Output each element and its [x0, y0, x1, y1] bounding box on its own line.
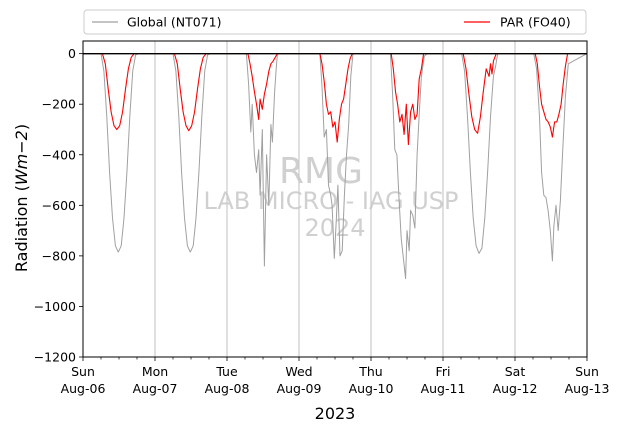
x-tick-day: Sun	[71, 364, 95, 379]
y-tick-label: 0	[68, 46, 76, 61]
y-tick-label: −1200	[34, 350, 76, 365]
x-grid	[154, 41, 516, 357]
x-tick-date: Aug-06	[61, 381, 106, 396]
x-tick-date: Aug-12	[493, 381, 538, 396]
x-tick-day: Sun	[575, 364, 599, 379]
y-tick-label: −800	[42, 248, 76, 263]
y-tick-label: −1000	[34, 299, 76, 314]
legend-label-par: PAR (FO40)	[500, 15, 571, 30]
x-tick-day: Fri	[436, 364, 451, 379]
y-tick-label: −200	[42, 97, 76, 112]
x-tick-date: Aug-09	[277, 381, 322, 396]
x-axis-title: 2023	[315, 404, 356, 423]
x-tick-day: Mon	[142, 364, 168, 379]
x-tick-day: Tue	[215, 364, 238, 379]
y-axis-title: Radiation (Wm−2)	[12, 124, 31, 272]
series-group	[83, 53, 588, 280]
x-tick-date: Aug-13	[565, 381, 610, 396]
legend-frame	[83, 9, 587, 35]
legend: Global (NT071) PAR (FO40)	[83, 9, 587, 35]
legend-label-global: Global (NT071)	[127, 15, 221, 30]
x-tick-date: Aug-07	[133, 381, 178, 396]
x-tick-day: Thu	[358, 364, 382, 379]
series-line-global	[83, 53, 588, 280]
x-tick-day: Sat	[505, 364, 526, 379]
watermark-line1: RMG	[279, 151, 363, 192]
y-tick-label: −600	[42, 198, 76, 213]
series-line-par	[83, 53, 587, 146]
x-tick-day: Wed	[285, 364, 312, 379]
y-axis: 0 −200 −400 −600 −800 −1000 −1200	[34, 46, 83, 365]
x-tick-date: Aug-10	[349, 381, 394, 396]
x-tick-date: Aug-08	[205, 381, 250, 396]
x-axis: Sun Aug-06 Mon Aug-07 Tue Aug-08 Wed Aug-09 Thu A…	[61, 357, 610, 396]
x-tick-date: Aug-11	[421, 381, 466, 396]
y-tick-label: −400	[42, 147, 76, 162]
